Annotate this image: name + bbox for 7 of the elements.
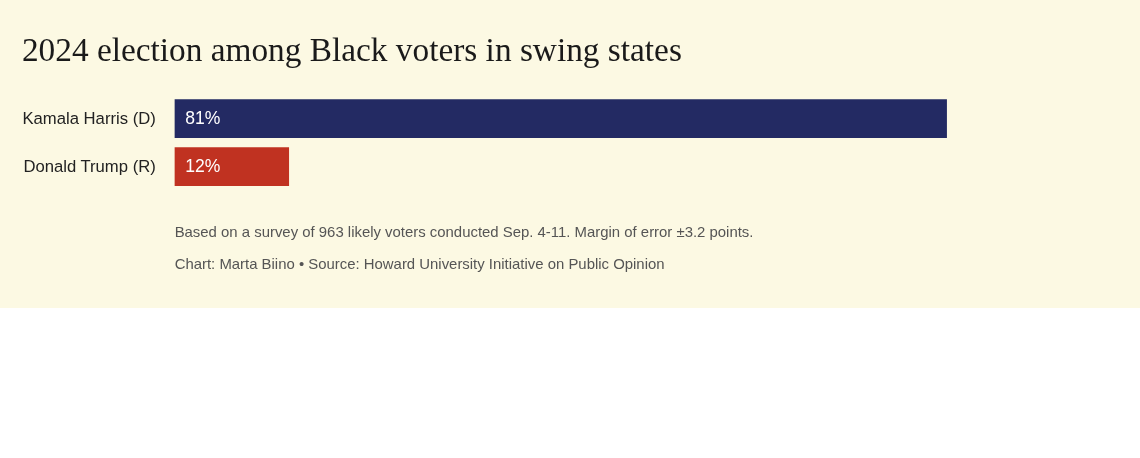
y-tick-label: Kamala Harris (D) xyxy=(22,108,156,128)
text: Chart: Marta Biino • Source: Howard University Initiative on Public Opinion xyxy=(174,255,665,272)
data-label: 81% xyxy=(185,107,221,128)
data-label: 12% xyxy=(185,155,221,176)
y-tick-label: Donald Trump (R) xyxy=(23,156,156,176)
text: Based on a survey of 963 likely voters conducted Sep. 4-11. Margin of error ±3.2 points. xyxy=(174,224,754,241)
chart-title: 2024 election among Black voters in swing states xyxy=(21,30,682,68)
